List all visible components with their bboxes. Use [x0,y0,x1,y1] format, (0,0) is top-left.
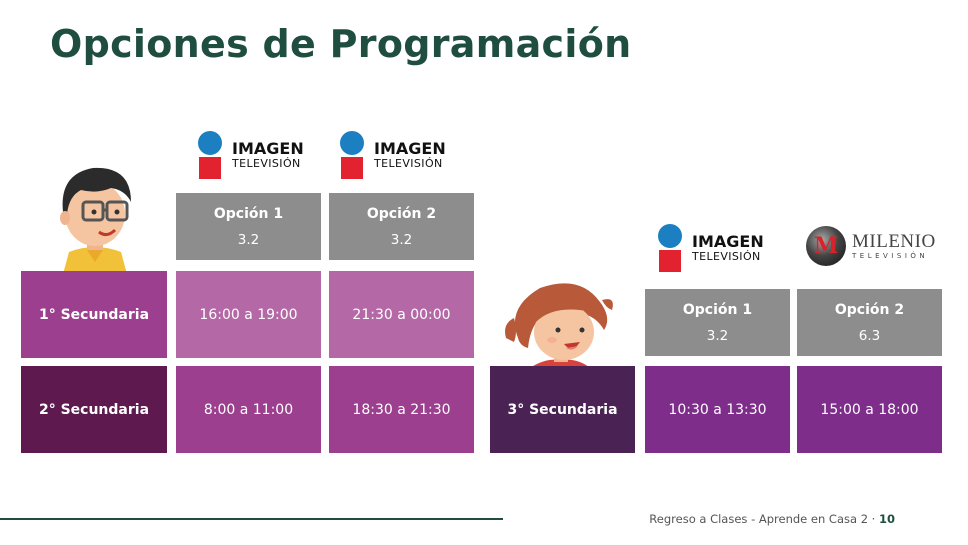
boy-avatar-illustration [60,167,131,274]
row-label-2-secundaria: 2° Secundaria [21,366,167,453]
left-header-opcion-2: Opción 2 3.2 [329,193,474,260]
milenio-tv-logo: M MILENIO TELEVISIÓN [806,226,936,266]
footer-divider [0,518,503,520]
row-label-3-secundaria: 3° Secundaria [490,366,635,453]
time-cell-2sec-opcion1: 8:00 a 11:00 [176,366,321,453]
row-label-1-secundaria: 1° Secundaria [21,271,167,358]
page-number: 10 [878,512,895,526]
imagen-tv-logo-opcion2-left: IMAGEN TELEVISIÓN [340,131,446,179]
left-header-opcion-1: Opción 1 3.2 [176,193,321,260]
page-title: Opciones de Programación [50,22,632,66]
time-cell-2sec-opcion2: 18:30 a 21:30 [329,366,474,453]
time-cell-1sec-opcion1: 16:00 a 19:00 [176,271,321,358]
imagen-tv-logo-opcion1-right: IMAGEN TELEVISIÓN [658,224,764,272]
right-header-opcion-2: Opción 2 6.3 [797,289,942,356]
time-cell-3sec-opcion1: 10:30 a 13:30 [645,366,790,453]
milenio-logo-icon: M [806,226,846,266]
time-cell-1sec-opcion2: 21:30 a 00:00 [329,271,474,358]
imagen-tv-logo-opcion1-left: IMAGEN TELEVISIÓN [198,131,304,179]
right-header-opcion-1: Opción 1 3.2 [645,289,790,356]
girl-avatar-illustration [505,283,613,368]
time-cell-3sec-opcion2: 15:00 a 18:00 [797,366,942,453]
footer-caption: Regreso a Clases - Aprende en Casa 2 · 1… [649,512,895,526]
